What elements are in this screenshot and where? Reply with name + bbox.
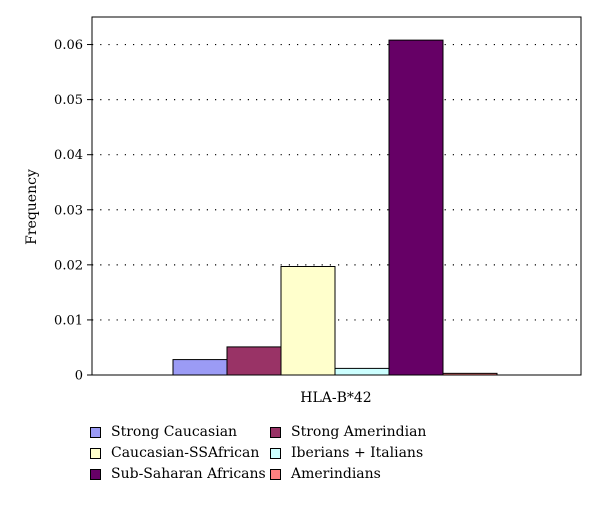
bars	[172, 39, 498, 376]
legend-label: Strong Amerindian	[291, 424, 427, 440]
bar-caucasian-ssafrican	[280, 265, 336, 376]
legend-label: Iberians + Italians	[291, 445, 424, 461]
y-tick-label: 0.01	[54, 313, 83, 328]
bar-sub-saharan-africans	[388, 39, 444, 376]
legend-swatch	[270, 468, 281, 480]
plot-area	[91, 16, 582, 376]
legend-item: Strong Caucasian	[90, 424, 237, 440]
x-category-label: HLA-B*42	[300, 390, 371, 406]
bar-strong-amerindian	[226, 346, 282, 376]
legend-label: Sub-Saharan Africans	[111, 466, 266, 482]
bar-amerindians	[442, 372, 498, 376]
y-axis-label: Frequency	[24, 169, 40, 245]
legend-item: Sub-Saharan Africans	[90, 466, 266, 482]
legend-swatch	[90, 468, 101, 480]
y-axis-ticks: 0 0.01 0.02 0.03 0.04 0.05 0.06	[54, 38, 92, 384]
legend-label: Amerindians	[291, 466, 381, 482]
legend-label: Strong Caucasian	[111, 424, 238, 440]
legend-item: Caucasian-SSAfrican	[90, 445, 259, 461]
legend-swatch	[270, 447, 281, 459]
bar-strong-caucasian	[172, 359, 228, 376]
bar-chart: 0 0.01 0.02 0.03 0.04 0.05 0.06 Frequency HLA-…	[24, 16, 582, 406]
legend-swatch	[90, 447, 101, 459]
y-tick-label: 0	[75, 369, 83, 384]
legend-item: Iberians + Italians	[270, 445, 423, 461]
legend-label: Caucasian-SSAfrican	[111, 445, 260, 461]
legend-item: Amerindians	[270, 466, 381, 482]
y-tick-label: 0.03	[54, 203, 83, 218]
bar-iberians-italians	[334, 367, 390, 376]
y-tick-label: 0.06	[54, 38, 83, 53]
y-tick-label: 0.04	[54, 148, 83, 163]
y-tick-label: 0.02	[54, 258, 83, 273]
legend-swatch	[90, 426, 101, 438]
legend-item: Strong Amerindian	[270, 424, 426, 440]
legend-swatch	[270, 426, 281, 438]
y-tick-label: 0.05	[54, 93, 83, 108]
